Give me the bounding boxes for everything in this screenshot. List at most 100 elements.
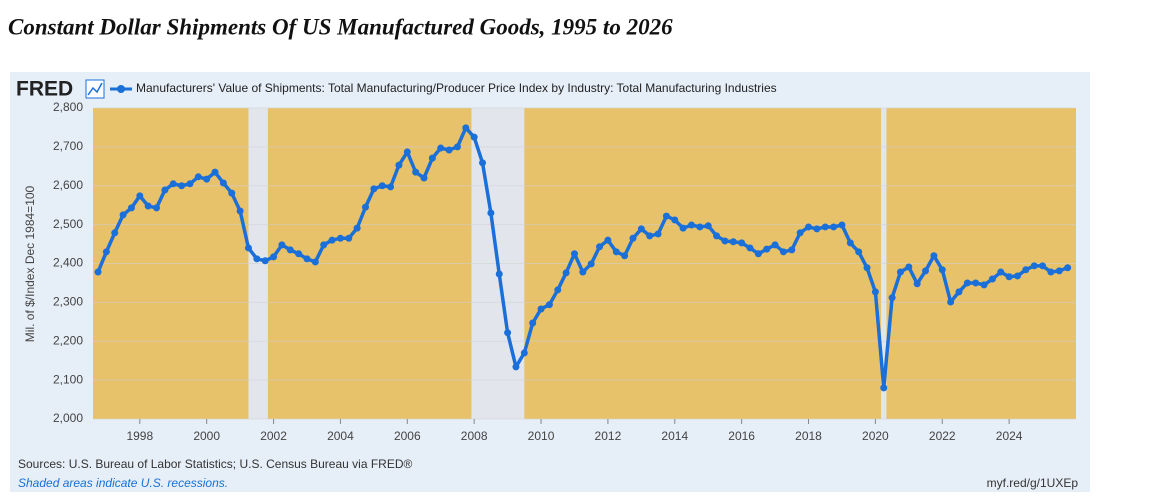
data-point <box>570 250 578 258</box>
data-point <box>102 248 110 256</box>
data-point <box>336 234 344 242</box>
data-point <box>194 173 202 181</box>
data-point <box>729 238 737 246</box>
y-tick-label: 2,600 <box>53 178 83 192</box>
x-tick-label: 2002 <box>260 429 287 443</box>
data-point <box>1064 264 1072 272</box>
data-point <box>278 241 286 249</box>
data-point <box>587 260 595 268</box>
data-point <box>94 268 102 276</box>
y-tick-label: 2,800 <box>53 100 83 114</box>
data-point <box>863 264 871 272</box>
data-point <box>963 279 971 287</box>
x-tick-label: 2012 <box>595 429 622 443</box>
fred-logo: FRED <box>16 78 73 101</box>
data-point <box>387 183 395 191</box>
data-point <box>612 248 620 256</box>
y-tick-label: 2,500 <box>53 217 83 231</box>
chart-title: Constant Dollar Shipments Of US Manufact… <box>8 14 673 39</box>
data-point <box>320 241 328 249</box>
data-point <box>763 245 771 253</box>
data-point <box>211 168 219 176</box>
data-point <box>821 223 829 231</box>
data-point <box>913 280 921 288</box>
data-point <box>462 124 470 132</box>
data-point <box>1047 268 1055 276</box>
x-tick-label: 2006 <box>394 429 421 443</box>
data-point <box>504 329 512 337</box>
data-point <box>361 203 369 211</box>
data-point <box>880 384 888 392</box>
data-point <box>855 248 863 256</box>
y-tick-label: 2,200 <box>53 333 83 347</box>
data-point <box>905 263 913 271</box>
data-point <box>253 255 261 263</box>
data-point <box>236 207 244 215</box>
data-point <box>779 248 787 256</box>
recession-note: Shaded areas indicate U.S. recessions. <box>18 476 228 490</box>
x-tick-label: 2008 <box>461 429 488 443</box>
data-point <box>687 221 695 229</box>
data-point <box>746 244 754 252</box>
data-point <box>545 301 553 309</box>
data-point <box>554 286 562 294</box>
data-point <box>938 266 946 274</box>
data-point <box>846 239 854 247</box>
x-tick-label: 2004 <box>327 429 354 443</box>
data-point <box>445 146 453 154</box>
data-point <box>286 246 294 254</box>
data-point <box>1005 273 1013 281</box>
data-point <box>579 268 587 276</box>
data-point <box>420 174 428 182</box>
x-tick-label: 2018 <box>795 429 822 443</box>
data-point <box>203 175 211 183</box>
data-point <box>370 185 378 193</box>
data-point <box>353 224 361 232</box>
data-point <box>119 211 127 219</box>
data-point <box>955 288 963 296</box>
data-point <box>144 202 152 210</box>
data-point <box>721 237 729 245</box>
data-point <box>788 246 796 254</box>
data-point <box>178 182 186 190</box>
data-point <box>395 161 403 169</box>
data-point <box>1022 266 1030 274</box>
data-point <box>186 180 194 188</box>
data-point <box>1039 262 1047 270</box>
data-point <box>495 270 503 278</box>
y-axis-label: Mil. of $/Index Dec 1984=100 <box>23 185 37 342</box>
data-point <box>947 298 955 306</box>
data-point <box>654 230 662 238</box>
data-point <box>621 252 629 260</box>
data-point <box>704 222 712 230</box>
data-point <box>453 143 461 151</box>
legend-swatch-dot <box>117 85 125 93</box>
x-tick-label: 2010 <box>528 429 555 443</box>
data-point <box>838 221 846 229</box>
y-tick-label: 2,000 <box>53 411 83 425</box>
data-point <box>328 236 336 244</box>
data-point <box>562 269 570 277</box>
data-point <box>228 189 236 197</box>
data-point <box>428 154 436 162</box>
data-point <box>219 179 227 187</box>
data-point <box>679 224 687 232</box>
data-point <box>997 268 1005 276</box>
data-point <box>972 279 980 287</box>
x-tick-label: 2024 <box>996 429 1023 443</box>
data-point <box>520 349 528 357</box>
data-point <box>1055 267 1063 275</box>
data-point <box>345 234 353 242</box>
data-point <box>153 204 161 212</box>
data-point <box>311 258 319 266</box>
y-tick-label: 2,300 <box>53 295 83 309</box>
data-point <box>1030 262 1038 270</box>
data-point <box>244 244 252 252</box>
data-point <box>479 159 487 167</box>
data-point <box>437 144 445 152</box>
logo-icon-line <box>87 82 103 96</box>
legend-label: Manufacturers' Value of Shipments: Total… <box>136 81 777 95</box>
data-point <box>161 186 169 194</box>
data-point <box>830 223 838 231</box>
